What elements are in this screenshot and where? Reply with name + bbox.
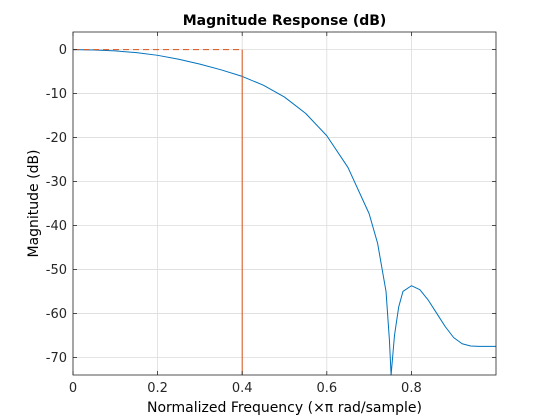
x-tick-label: 0.8 xyxy=(401,381,422,396)
series-line-0 xyxy=(72,49,496,376)
y-tick-label: -60 xyxy=(46,307,67,322)
x-tick-label: 0.2 xyxy=(147,381,168,396)
x-axis-label: Normalized Frequency (×π rad/sample) xyxy=(147,400,422,416)
x-tick-label: 0.6 xyxy=(316,381,337,396)
y-tick-label: -30 xyxy=(46,175,67,190)
x-tick-label: 0 xyxy=(69,381,77,396)
y-tick-label: -50 xyxy=(46,263,67,278)
y-tick-label: -40 xyxy=(46,219,67,234)
y-tick-label: -10 xyxy=(46,87,67,102)
chart-title: Magnitude Response (dB) xyxy=(183,13,387,29)
y-tick-label: -70 xyxy=(46,351,67,366)
x-tick-label: 0.4 xyxy=(232,381,253,396)
y-tick-label: 0 xyxy=(59,43,67,58)
y-axis-label: Magnitude (dB) xyxy=(26,149,42,257)
y-tick-label: -20 xyxy=(46,131,67,146)
axes-box xyxy=(72,31,497,376)
series-layer xyxy=(72,49,496,376)
ticks-layer: 0 0.2 0.4 0.6 0.8 0 -10 -20 -30 -40 -50 -60 -70 xyxy=(46,32,496,396)
plot-area-background xyxy=(73,32,496,375)
